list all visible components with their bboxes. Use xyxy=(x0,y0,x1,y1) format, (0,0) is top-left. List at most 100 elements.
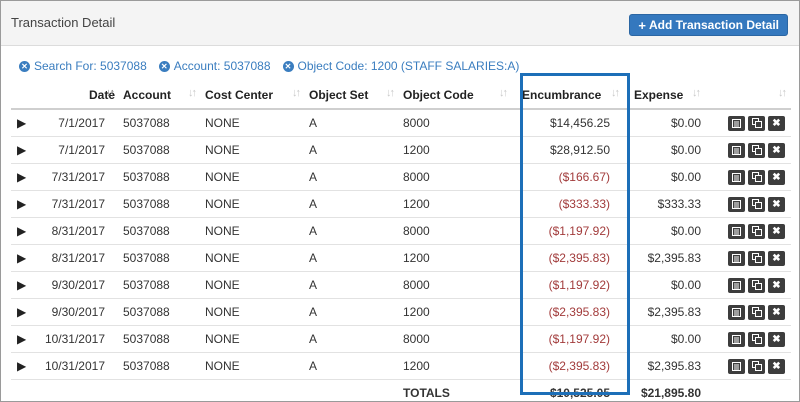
copy-icon[interactable] xyxy=(748,250,765,266)
caret-right-icon[interactable]: ▶ xyxy=(11,244,37,272)
details-icon[interactable] xyxy=(728,223,745,239)
copy-icon[interactable] xyxy=(748,304,765,320)
details-icon[interactable] xyxy=(728,115,745,131)
cell-expense: $0.00 xyxy=(624,109,705,137)
cell-encumbrance: ($1,197.92) xyxy=(512,325,624,353)
active-filters: ✕ Search For: 5037088 ✕ Account: 5037088… xyxy=(19,59,519,73)
row-actions: ✖ xyxy=(705,190,791,218)
sort-icon[interactable]: ↓↑ xyxy=(692,87,701,99)
details-icon[interactable] xyxy=(728,250,745,266)
caret-right-icon[interactable]: ▶ xyxy=(11,352,37,380)
delete-icon[interactable]: ✖ xyxy=(768,331,785,347)
sort-icon[interactable]: ↓↑ xyxy=(292,87,301,99)
sort-icon[interactable]: ↓↑ xyxy=(611,87,620,99)
delete-icon[interactable]: ✖ xyxy=(768,277,785,293)
copy-icon[interactable] xyxy=(748,169,765,185)
totals-row: TOTALS $10,525.05 $21,895.80 xyxy=(11,379,791,401)
delete-icon[interactable]: ✖ xyxy=(768,358,785,374)
column-header-object-code[interactable]: Object Code ↓↑ xyxy=(399,81,512,110)
sort-desc-icon[interactable]: ↓↑ xyxy=(106,87,115,99)
row-actions: ✖ xyxy=(705,244,791,272)
caret-right-icon[interactable]: ▶ xyxy=(11,163,37,191)
table-row[interactable]: ▶ 8/31/2017 5037088 NONE A 8000 ($1,197.… xyxy=(11,217,791,245)
column-header-cost-center[interactable]: Cost Center ↓↑ xyxy=(201,81,305,110)
cell-encumbrance: ($2,395.83) xyxy=(512,298,624,326)
column-header-expense[interactable]: Expense ↓↑ xyxy=(624,81,705,110)
column-header-account[interactable]: Account ↓↑ xyxy=(119,81,201,110)
table-row[interactable]: ▶ 10/31/2017 5037088 NONE A 8000 ($1,197… xyxy=(11,325,791,353)
copy-icon[interactable] xyxy=(748,223,765,239)
cell-expense: $0.00 xyxy=(624,217,705,245)
remove-filter-icon[interactable]: ✕ xyxy=(19,60,30,72)
caret-right-icon[interactable]: ▶ xyxy=(11,109,37,137)
caret-right-icon[interactable]: ▶ xyxy=(11,217,37,245)
panel-title: Transaction Detail xyxy=(11,15,116,30)
totals-label: TOTALS xyxy=(399,379,512,401)
copy-icon[interactable] xyxy=(748,115,765,131)
add-button-label: Add Transaction Detail xyxy=(648,18,779,32)
cell-expense: $0.00 xyxy=(624,325,705,353)
remove-filter-icon[interactable]: ✕ xyxy=(282,60,294,72)
caret-right-icon[interactable]: ▶ xyxy=(11,136,37,164)
sort-icon[interactable]: ↓↑ xyxy=(499,87,508,99)
cell-object-code: 1200 xyxy=(399,190,512,218)
caret-right-icon[interactable]: ▶ xyxy=(11,325,37,353)
remove-filter-icon[interactable]: ✕ xyxy=(158,60,170,72)
caret-right-icon[interactable]: ▶ xyxy=(11,271,37,299)
cell-object-code: 8000 xyxy=(399,271,512,299)
cell-object-set: A xyxy=(305,325,399,353)
cell-object-code: 8000 xyxy=(399,325,512,353)
copy-icon[interactable] xyxy=(748,196,765,212)
column-header-actions[interactable]: ↓↑ xyxy=(705,81,791,110)
cell-account: 5037088 xyxy=(119,190,201,218)
cell-date: 10/31/2017 xyxy=(37,325,119,353)
filter-account[interactable]: ✕ Account: 5037088 xyxy=(158,59,271,73)
delete-icon[interactable]: ✖ xyxy=(768,196,785,212)
filter-object-code[interactable]: ✕ Object Code: 1200 (STAFF SALARIES:A) xyxy=(282,59,519,73)
delete-icon[interactable]: ✖ xyxy=(768,142,785,158)
details-icon[interactable] xyxy=(728,142,745,158)
details-icon[interactable] xyxy=(728,169,745,185)
cell-account: 5037088 xyxy=(119,163,201,191)
details-icon[interactable] xyxy=(728,358,745,374)
cell-cost-center: NONE xyxy=(201,244,305,272)
column-header-object-set[interactable]: Object Set ↓↑ xyxy=(305,81,399,110)
cell-object-set: A xyxy=(305,244,399,272)
table-row[interactable]: ▶ 7/1/2017 5037088 NONE A 1200 $28,912.5… xyxy=(11,136,791,164)
details-icon[interactable] xyxy=(728,304,745,320)
cell-object-set: A xyxy=(305,136,399,164)
table-row[interactable]: ▶ 7/1/2017 5037088 NONE A 8000 $14,456.2… xyxy=(11,109,791,137)
table-row[interactable]: ▶ 10/31/2017 5037088 NONE A 1200 ($2,395… xyxy=(11,352,791,380)
cell-object-set: A xyxy=(305,352,399,380)
cell-cost-center: NONE xyxy=(201,325,305,353)
table-row[interactable]: ▶ 9/30/2017 5037088 NONE A 8000 ($1,197.… xyxy=(11,271,791,299)
cell-object-code: 8000 xyxy=(399,217,512,245)
delete-icon[interactable]: ✖ xyxy=(768,223,785,239)
delete-icon[interactable]: ✖ xyxy=(768,250,785,266)
cell-cost-center: NONE xyxy=(201,217,305,245)
delete-icon[interactable]: ✖ xyxy=(768,304,785,320)
details-icon[interactable] xyxy=(728,277,745,293)
copy-icon[interactable] xyxy=(748,331,765,347)
column-header-date[interactable]: Date ↓↑ xyxy=(37,81,119,110)
table-row[interactable]: ▶ 9/30/2017 5037088 NONE A 1200 ($2,395.… xyxy=(11,298,791,326)
copy-icon[interactable] xyxy=(748,358,765,374)
copy-icon[interactable] xyxy=(748,277,765,293)
table-row[interactable]: ▶ 8/31/2017 5037088 NONE A 1200 ($2,395.… xyxy=(11,244,791,272)
add-transaction-detail-button[interactable]: + Add Transaction Detail xyxy=(629,14,788,36)
table-row[interactable]: ▶ 7/31/2017 5037088 NONE A 8000 ($166.67… xyxy=(11,163,791,191)
sort-icon[interactable]: ↓↑ xyxy=(386,87,395,99)
filter-search[interactable]: ✕ Search For: 5037088 xyxy=(19,59,147,73)
copy-icon[interactable] xyxy=(748,142,765,158)
delete-icon[interactable]: ✖ xyxy=(768,115,785,131)
column-header-encumbrance[interactable]: Encumbrance ↓↑ xyxy=(512,81,624,110)
sort-icon[interactable]: ↓↑ xyxy=(778,87,787,99)
cell-account: 5037088 xyxy=(119,217,201,245)
sort-icon[interactable]: ↓↑ xyxy=(188,87,197,99)
table-row[interactable]: ▶ 7/31/2017 5037088 NONE A 1200 ($333.33… xyxy=(11,190,791,218)
delete-icon[interactable]: ✖ xyxy=(768,169,785,185)
caret-right-icon[interactable]: ▶ xyxy=(11,298,37,326)
details-icon[interactable] xyxy=(728,196,745,212)
details-icon[interactable] xyxy=(728,331,745,347)
caret-right-icon[interactable]: ▶ xyxy=(11,190,37,218)
